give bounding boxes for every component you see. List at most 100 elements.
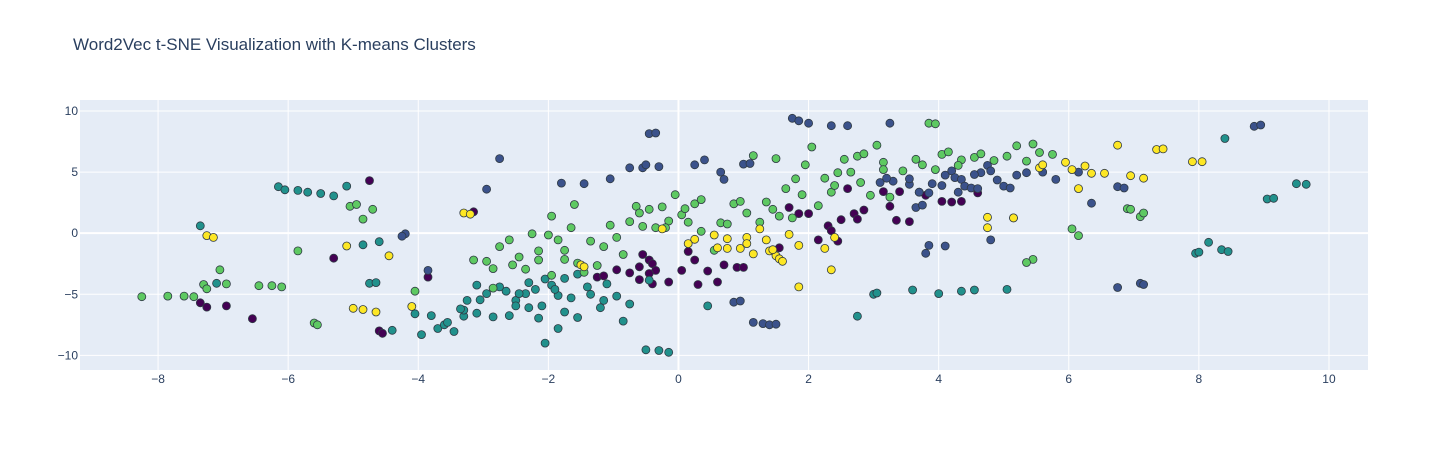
data-point [1113,140,1122,150]
x-tick-label: 4 [935,372,942,386]
data-point [495,154,505,164]
data-point [739,262,748,272]
data-point [280,185,290,195]
data-point [1028,139,1038,149]
data-point [426,311,436,321]
data-point [804,118,813,128]
data-point [657,202,667,212]
data-point [693,280,703,289]
data-point [853,214,862,224]
data-point [579,262,589,272]
data-point [482,184,492,194]
data-point [605,174,615,184]
data-point [482,289,492,299]
data-point [976,149,986,159]
data-point [179,291,189,301]
data-point [713,243,722,253]
data-point [800,160,810,170]
data-point [254,281,264,291]
data-point [635,208,644,218]
data-point [843,121,852,131]
data-point [1035,148,1044,157]
data-point [625,268,635,278]
data-point [992,175,1002,185]
data-point [742,239,752,249]
x-tick-label: −8 [151,372,165,386]
data-point [654,162,664,172]
data-point [670,190,680,200]
data-point [654,346,664,355]
data-point [534,246,543,256]
data-point [1100,168,1109,178]
data-point [813,235,823,245]
data-point [410,309,420,319]
data-point [1197,157,1207,167]
data-point [560,273,569,283]
x-tick-label: −2 [542,372,556,386]
data-point [781,184,791,194]
data-point [560,245,569,255]
data-point [651,128,661,138]
x-tick-label: 8 [1196,372,1203,386]
data-point [879,187,888,197]
data-point [247,314,257,324]
data-point [644,275,654,285]
data-point [638,221,648,231]
data-point [940,170,950,180]
data-point [1074,184,1083,194]
data-point [768,245,778,255]
data-point [488,312,498,322]
data-point [905,174,914,184]
data-point [475,295,485,305]
data-point [303,187,313,197]
data-point [1022,168,1031,178]
data-point [885,201,895,211]
data-point [1002,284,1012,294]
data-point [407,302,417,311]
data-point [316,189,326,198]
data-point [495,242,505,252]
data-point [573,313,582,322]
data-point [826,121,836,131]
data-point [537,301,547,311]
data-point [986,235,996,245]
data-point [329,191,339,201]
data-point [761,197,771,207]
data-point [872,140,882,150]
data-point [957,286,966,296]
data-point [1051,174,1061,184]
data-point [927,179,937,189]
data-point [745,159,755,168]
cluster-2-series [195,134,1311,357]
data-point [527,229,537,239]
data-point [696,226,706,236]
data-point [1113,283,1122,292]
data-point [195,221,205,231]
data-point [924,188,934,198]
data-point [1139,173,1148,183]
data-point [1194,247,1204,257]
data-point [924,240,934,250]
data-point [748,317,758,327]
data-point [599,271,609,281]
data-point [410,286,420,296]
data-point [1005,183,1015,193]
data-point [820,173,830,183]
data-point [625,299,635,309]
data-point [953,187,963,197]
data-point [953,160,963,170]
data-point [973,184,983,194]
data-point [879,157,888,167]
data-point [892,215,901,225]
data-point [488,283,498,293]
data-point [830,181,839,190]
data-point [843,184,852,194]
data-point [371,278,381,288]
y-tick-label: 5 [71,165,78,179]
data-point [1087,198,1096,208]
data-point [957,196,966,206]
data-point [1256,120,1266,130]
data-point [735,243,745,253]
data-point [794,116,804,126]
